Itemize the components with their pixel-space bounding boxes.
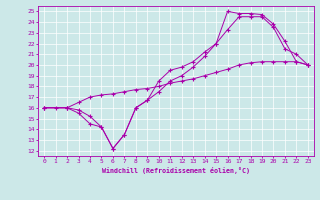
X-axis label: Windchill (Refroidissement éolien,°C): Windchill (Refroidissement éolien,°C) <box>102 167 250 174</box>
